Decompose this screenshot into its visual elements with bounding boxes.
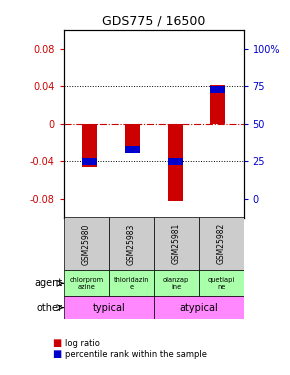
Text: olanzap
ine: olanzap ine	[163, 277, 189, 290]
Bar	[82, 124, 97, 167]
Title: GDS775 / 16500: GDS775 / 16500	[102, 15, 205, 27]
Bar	[64, 297, 154, 319]
Bar	[82, 158, 97, 165]
Bar	[211, 86, 225, 124]
Bar	[211, 86, 225, 93]
Bar	[154, 297, 244, 319]
Bar	[125, 124, 140, 150]
Bar	[199, 217, 244, 270]
Bar	[168, 158, 183, 165]
Text: typical: typical	[93, 303, 125, 313]
Text: percentile rank within the sample: percentile rank within the sample	[65, 350, 207, 359]
Text: GSM25982: GSM25982	[217, 223, 226, 264]
Bar	[109, 217, 154, 270]
Text: agent: agent	[34, 278, 62, 288]
Text: chlorprom
azine: chlorprom azine	[69, 277, 103, 290]
Bar	[64, 270, 109, 297]
Text: ■: ■	[52, 338, 61, 348]
Text: atypical: atypical	[179, 303, 218, 313]
Text: quetiapi
ne: quetiapi ne	[208, 277, 235, 290]
Text: log ratio: log ratio	[65, 339, 100, 348]
Bar	[125, 146, 140, 153]
Text: GSM25981: GSM25981	[172, 223, 181, 264]
Bar	[199, 270, 244, 297]
Text: ■: ■	[52, 350, 61, 359]
Bar	[64, 217, 109, 270]
Bar	[154, 217, 199, 270]
Bar	[154, 270, 199, 297]
Text: other: other	[37, 303, 62, 313]
Text: GSM25983: GSM25983	[127, 223, 136, 264]
Bar	[109, 270, 154, 297]
Text: thioridazin
e: thioridazin e	[113, 277, 149, 290]
Bar	[168, 124, 183, 201]
Text: GSM25980: GSM25980	[82, 223, 91, 264]
